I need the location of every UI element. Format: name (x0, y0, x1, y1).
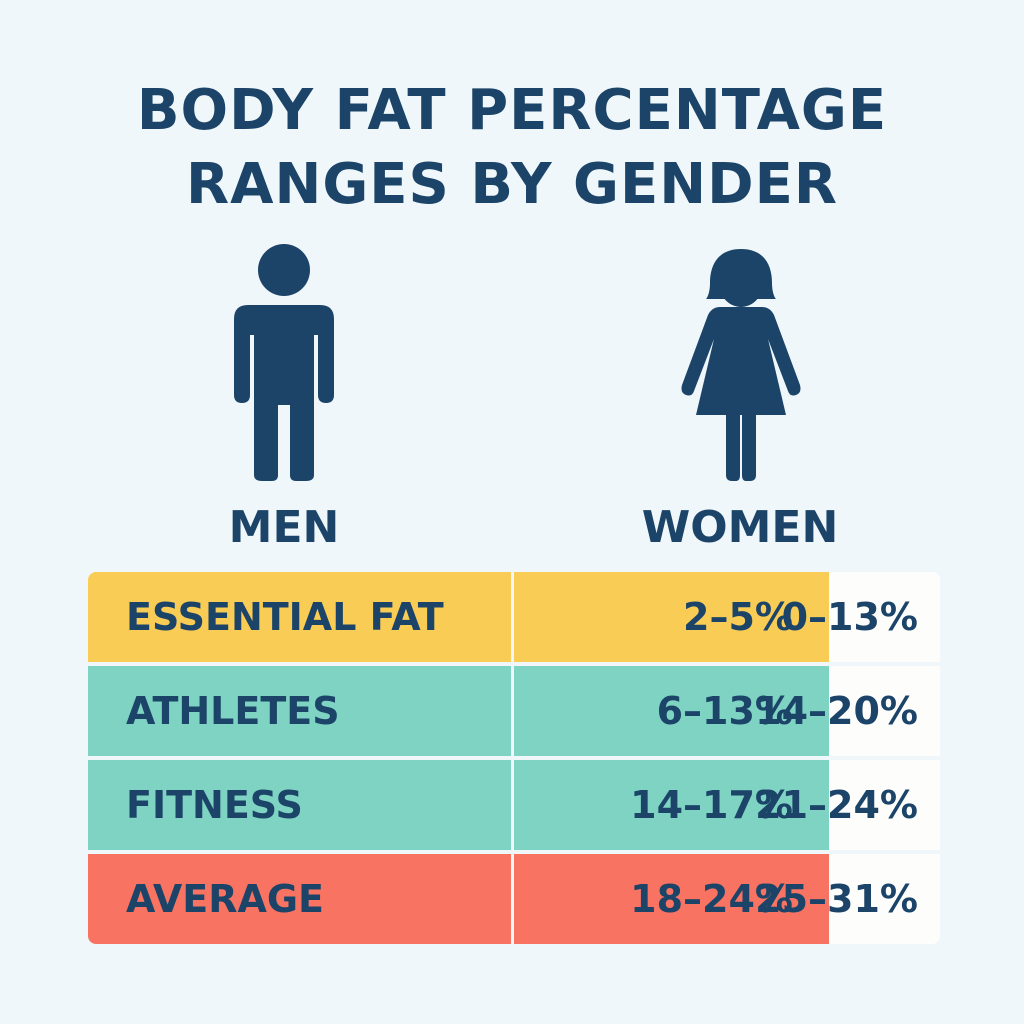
page-title: BODY FAT PERCENTAGE RANGES BY GENDER (0, 74, 1024, 222)
women-range-value: 14–20% (755, 689, 918, 733)
men-range-cell: 2–5% (514, 572, 829, 662)
body-fat-table: ESSENTIAL FAT 2–5% 0–13% ATHLETES 6–13% … (88, 572, 940, 944)
title-line-1: BODY FAT PERCENTAGE (136, 78, 888, 143)
table-row: ESSENTIAL FAT 2–5% 0–13% (88, 572, 940, 662)
category-cell: AVERAGE (88, 854, 511, 944)
women-label: WOMEN (641, 502, 839, 553)
women-range-cell: 0–13% (782, 572, 940, 662)
women-range-cell: 14–20% (755, 666, 940, 756)
men-label: MEN (228, 502, 340, 553)
table-row: AVERAGE 18–24% 25–31% (88, 854, 940, 944)
table-row: ATHLETES 6–13% 14–20% (88, 666, 940, 756)
men-range-cell: 6–13% (514, 666, 829, 756)
woman-icon (676, 243, 806, 483)
men-range-cell: 18–24% (514, 854, 829, 944)
man-icon (226, 243, 342, 483)
women-range-value: 0–13% (781, 595, 918, 639)
category-cell: ESSENTIAL FAT (88, 572, 511, 662)
women-range-value: 21–24% (755, 783, 918, 827)
category-cell: FITNESS (88, 760, 511, 850)
women-range-cell: 25–31% (755, 854, 940, 944)
table-row: FITNESS 14–17% 21–24% (88, 760, 940, 850)
women-range-cell: 21–24% (755, 760, 940, 850)
men-range-cell: 14–17% (514, 760, 829, 850)
title-line-2: RANGES BY GENDER (186, 152, 838, 217)
women-range-value: 25–31% (755, 877, 918, 921)
category-cell: ATHLETES (88, 666, 511, 756)
